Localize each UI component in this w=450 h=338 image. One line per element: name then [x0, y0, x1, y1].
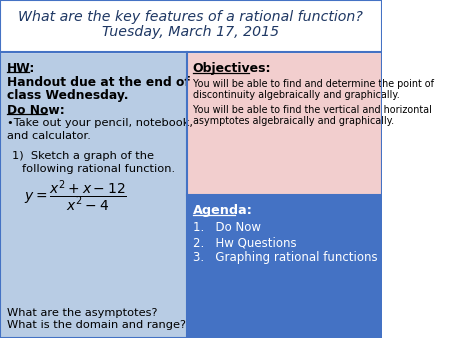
Text: •Take out your pencil, notebook,: •Take out your pencil, notebook,	[7, 118, 193, 128]
Text: and calculator.: and calculator.	[7, 131, 90, 141]
Text: Agenda:: Agenda:	[193, 204, 252, 217]
Text: asymptotes algebraically and graphically.: asymptotes algebraically and graphically…	[193, 116, 394, 126]
Text: discontinuity algebraically and graphically.: discontinuity algebraically and graphica…	[193, 90, 399, 100]
Bar	[187, 52, 382, 195]
Text: $y = \dfrac{x^2+x-12}{x^2-4}$: $y = \dfrac{x^2+x-12}{x^2-4}$	[24, 178, 127, 214]
Text: 1.   Do Now: 1. Do Now	[193, 221, 261, 234]
Bar	[0, 0, 382, 52]
Text: following rational function.: following rational function.	[22, 164, 175, 174]
Text: What is the domain and range?: What is the domain and range?	[7, 320, 186, 330]
Text: HW:: HW:	[7, 62, 35, 75]
Text: What are the asymptotes?: What are the asymptotes?	[7, 308, 157, 318]
Text: Objectives:: Objectives:	[193, 62, 271, 75]
Text: Tuesday, March 17, 2015: Tuesday, March 17, 2015	[102, 25, 279, 39]
Text: 2.   Hw Questions: 2. Hw Questions	[193, 236, 296, 249]
Text: Handout due at the end of: Handout due at the end of	[7, 76, 189, 89]
Text: 3.   Graphing rational functions day 3: 3. Graphing rational functions day 3	[193, 251, 414, 264]
Text: Do Now:: Do Now:	[7, 104, 64, 117]
Text: You will be able to find the vertical and horizontal: You will be able to find the vertical an…	[193, 105, 432, 115]
Text: You will be able to find and determine the point of: You will be able to find and determine t…	[193, 79, 434, 89]
Bar	[0, 52, 187, 338]
Text: 1)  Sketch a graph of the: 1) Sketch a graph of the	[12, 151, 154, 161]
Text: class Wednesday.: class Wednesday.	[7, 89, 128, 102]
Bar	[187, 195, 382, 338]
Text: What are the key features of a rational function?: What are the key features of a rational …	[18, 10, 363, 24]
